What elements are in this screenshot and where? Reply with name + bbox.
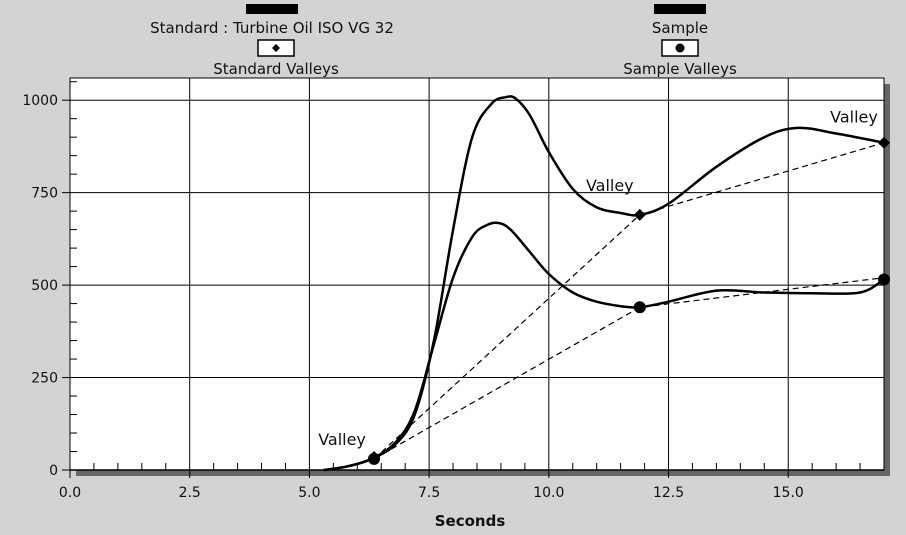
- plot-area: [69, 77, 885, 471]
- valley-markers: [368, 136, 890, 465]
- x-tick-label: 0.0: [59, 485, 81, 501]
- valley-annotation: Valley: [830, 108, 878, 127]
- x-axis-title: Seconds: [435, 512, 506, 530]
- y-tick-label: 750: [31, 186, 58, 202]
- sample-valley-marker: [878, 273, 890, 286]
- diamond-marker-icon: [272, 44, 280, 52]
- sample-valley-marker: [633, 301, 646, 314]
- y-tick-label: 500: [31, 278, 58, 294]
- legend-sample-label: Sample: [652, 19, 708, 37]
- minor-ticks: [70, 81, 861, 470]
- series-lines: [323, 95, 885, 472]
- x-tick-labels: 0.0 2.5 5.0 7.5 10.0 12.5 15.0: [59, 485, 804, 501]
- y-tick-label: 250: [31, 371, 58, 387]
- x-tick-label: 5.0: [298, 485, 320, 501]
- x-tick-label: 12.5: [653, 485, 684, 501]
- x-tick-label: 10.0: [533, 485, 564, 501]
- legend-standard-label: Standard : Turbine Oil ISO VG 32: [150, 19, 394, 37]
- y-tick-labels: 0 250 500 750 1000: [22, 93, 58, 479]
- sample-valley-marker: [368, 452, 381, 465]
- valley-annotation: Valley: [318, 430, 366, 449]
- legend-sample-valleys-label: Sample Valleys: [623, 60, 737, 78]
- legend-standard-swatch: [246, 4, 298, 14]
- legend: Standard : Turbine Oil ISO VG 32 Standar…: [150, 4, 737, 78]
- legend-sample-swatch: [654, 4, 706, 14]
- legend-standard-valleys-label: Standard Valleys: [213, 60, 339, 78]
- standard-valley-marker: [633, 208, 646, 221]
- standard-valley-marker: [878, 136, 890, 149]
- valley-annotation: Valley: [586, 176, 634, 195]
- standard-series-line: [323, 95, 885, 472]
- y-tick-label: 0: [49, 463, 58, 479]
- y-tick-label: 1000: [22, 93, 58, 109]
- valley-annotations: Valley Valley Valley: [318, 108, 878, 449]
- x-tick-label: 7.5: [418, 485, 440, 501]
- circle-marker-icon: [675, 43, 685, 53]
- x-tick-label: 2.5: [179, 485, 201, 501]
- x-tick-label: 15.0: [773, 485, 804, 501]
- sample-series-line: [323, 221, 885, 472]
- grid: [62, 78, 884, 478]
